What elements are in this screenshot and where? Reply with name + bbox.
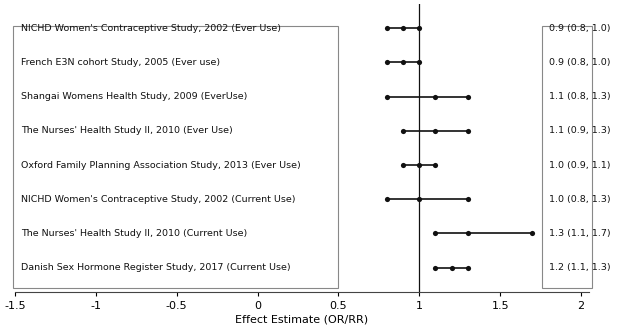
- Text: 0.9 (0.8, 1.0): 0.9 (0.8, 1.0): [549, 24, 610, 33]
- Text: NICHD Women's Contraceptive Study, 2002 (Current Use): NICHD Women's Contraceptive Study, 2002 …: [22, 195, 296, 204]
- Text: Shangai Womens Health Study, 2009 (EverUse): Shangai Womens Health Study, 2009 (EverU…: [22, 92, 248, 101]
- Point: [527, 231, 537, 236]
- Text: 1.0 (0.8, 1.3): 1.0 (0.8, 1.3): [549, 195, 610, 204]
- Point: [463, 94, 473, 99]
- Point: [414, 25, 424, 31]
- Text: 1.0 (0.9, 1.1): 1.0 (0.9, 1.1): [549, 161, 610, 169]
- Text: The Nurses' Health Study II, 2010 (Ever Use): The Nurses' Health Study II, 2010 (Ever …: [22, 126, 233, 135]
- Point: [382, 25, 392, 31]
- Point: [463, 231, 473, 236]
- Point: [382, 197, 392, 202]
- Text: NICHD Women's Contraceptive Study, 2002 (Ever Use): NICHD Women's Contraceptive Study, 2002 …: [22, 24, 281, 33]
- Text: The Nurses' Health Study II, 2010 (Current Use): The Nurses' Health Study II, 2010 (Curre…: [22, 229, 248, 238]
- Point: [398, 25, 408, 31]
- Bar: [14, 26, 338, 288]
- Point: [398, 128, 408, 134]
- Point: [430, 231, 440, 236]
- Text: French E3N cohort Study, 2005 (Ever use): French E3N cohort Study, 2005 (Ever use): [22, 58, 220, 67]
- Text: 0.9 (0.8, 1.0): 0.9 (0.8, 1.0): [549, 58, 610, 67]
- Text: 1.1 (0.8, 1.3): 1.1 (0.8, 1.3): [549, 92, 610, 101]
- Point: [414, 60, 424, 65]
- Point: [382, 94, 392, 99]
- Text: Oxford Family Planning Association Study, 2013 (Ever Use): Oxford Family Planning Association Study…: [22, 161, 301, 169]
- Text: Danish Sex Hormone Register Study, 2017 (Current Use): Danish Sex Hormone Register Study, 2017 …: [22, 263, 291, 272]
- Point: [398, 163, 408, 168]
- Point: [463, 128, 473, 134]
- Point: [430, 128, 440, 134]
- Point: [398, 60, 408, 65]
- Point: [430, 265, 440, 270]
- Point: [414, 163, 424, 168]
- Text: 1.3 (1.1, 1.7): 1.3 (1.1, 1.7): [549, 229, 610, 238]
- Point: [463, 265, 473, 270]
- X-axis label: Effect Estimate (OR/RR): Effect Estimate (OR/RR): [235, 315, 369, 325]
- Point: [414, 197, 424, 202]
- Point: [430, 94, 440, 99]
- Point: [382, 60, 392, 65]
- Point: [446, 265, 456, 270]
- Point: [463, 197, 473, 202]
- Text: 1.1 (0.9, 1.3): 1.1 (0.9, 1.3): [549, 126, 610, 135]
- Point: [430, 163, 440, 168]
- Bar: [542, 26, 592, 288]
- Text: 1.2 (1.1, 1.3): 1.2 (1.1, 1.3): [549, 263, 610, 272]
